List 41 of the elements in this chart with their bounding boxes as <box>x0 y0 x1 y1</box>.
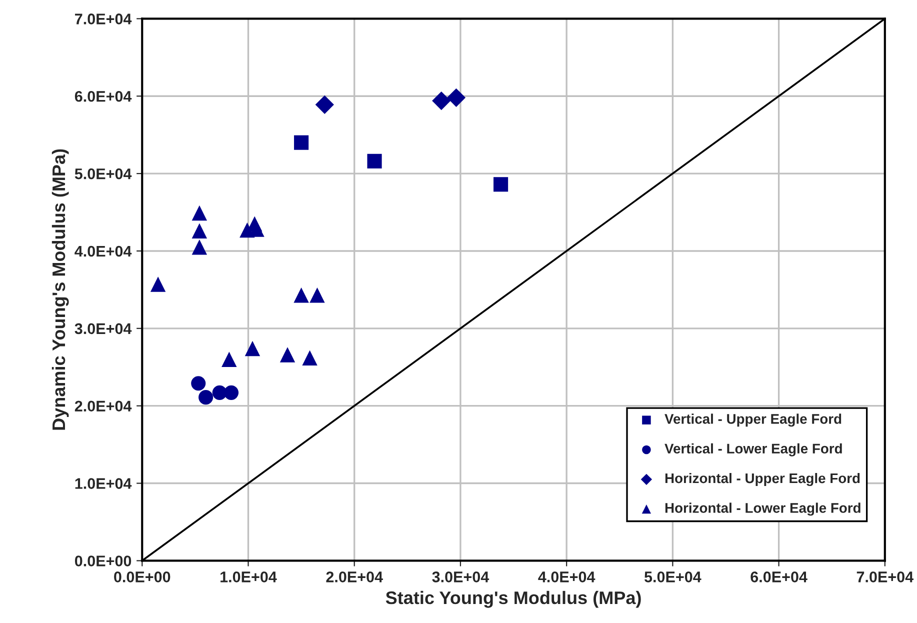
y-tick-label: 0.0E+00 <box>74 556 132 566</box>
y-tick-label: 5.0E+04 <box>74 168 132 180</box>
point <box>310 288 325 303</box>
y-tick-label: 3.0E+04 <box>74 323 132 334</box>
y-axis-title: Dynamic Young's Modulus (MPa) <box>52 149 69 430</box>
point <box>192 240 208 255</box>
x-tick-label: 3.0E+04 <box>432 572 490 582</box>
y-tick-label: 1.0E+04 <box>75 478 132 489</box>
y-tick-label: 6.0E+04 <box>74 90 132 102</box>
x-tick-label: 0.0E+00 <box>114 572 170 582</box>
x-tick-label: 5.0E+04 <box>644 572 702 582</box>
legend-label: Horizontal - Lower Eagle Ford <box>665 502 860 516</box>
y-tick-label: 7.0E+04 <box>75 14 132 24</box>
point <box>224 385 239 400</box>
point <box>150 276 166 292</box>
point <box>494 177 508 192</box>
y-tick-label: 4.0E+04 <box>74 246 132 257</box>
x-tick-label: 1.0E+04 <box>220 572 277 582</box>
point <box>294 135 309 150</box>
x-tick-label: 7.0E+04 <box>856 572 914 582</box>
point <box>367 154 382 168</box>
point <box>222 352 237 367</box>
x-tick-label: 2.0E+04 <box>326 572 383 582</box>
point <box>192 205 208 221</box>
point <box>244 340 260 356</box>
point <box>198 390 214 405</box>
point <box>432 91 451 110</box>
y-tick-label: 2.0E+04 <box>74 400 132 412</box>
x-tick-label: 4.0E+04 <box>538 572 596 582</box>
point <box>446 88 466 107</box>
point <box>192 223 208 238</box>
point <box>280 347 296 362</box>
point <box>315 95 334 114</box>
legend-label: Vertical - Upper Eagle Ford <box>664 414 842 427</box>
point <box>191 376 206 391</box>
point <box>302 350 318 366</box>
x-tick-label: 6.0E+04 <box>750 572 808 582</box>
legend-label: Horizontal - Upper Eagle Ford <box>665 472 860 486</box>
legend-label: Vertical - Lower Eagle Ford <box>664 443 842 456</box>
point <box>294 288 309 303</box>
x-axis-title: Static Young's Modulus (MPa) <box>386 590 641 608</box>
